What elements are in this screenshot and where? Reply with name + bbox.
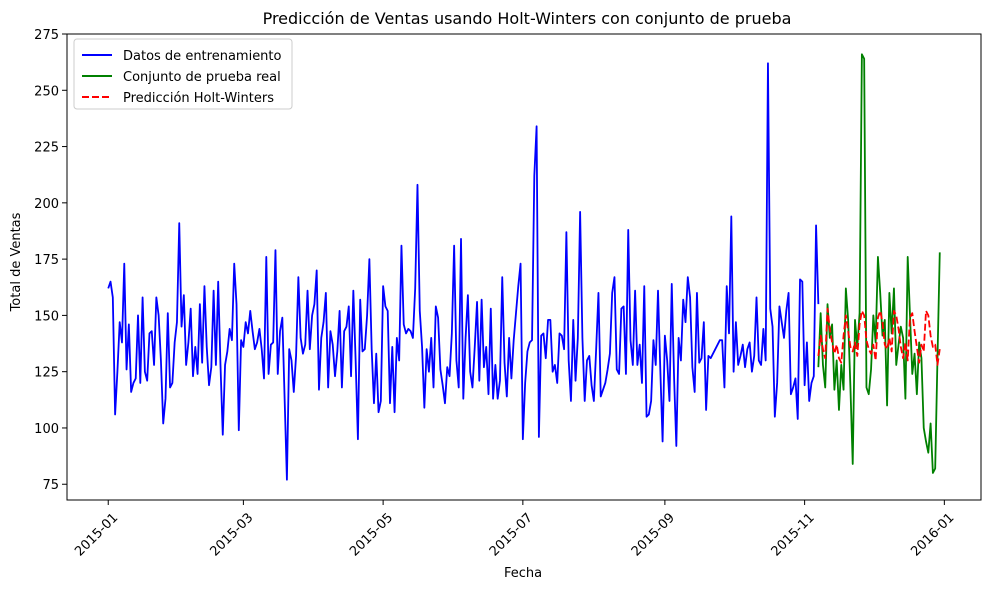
legend-box <box>73 38 293 110</box>
y-tick-label: 175 <box>34 253 59 268</box>
y-tick-label: 225 <box>34 141 59 156</box>
series-line-2 <box>817 53 941 474</box>
x-axis-label: Fecha <box>504 566 542 581</box>
y-tick-label: 150 <box>34 309 59 324</box>
plot-lines <box>107 53 941 481</box>
y-tick-label: 250 <box>34 84 59 99</box>
y-axis: 75 100 125 150 175 200 225 250 275 <box>34 28 67 493</box>
y-tick-label: 275 <box>34 28 59 43</box>
series-line-1 <box>107 62 820 481</box>
legend-label: Datos de entrenamiento <box>123 49 282 64</box>
chart-title: Predicción de Ventas usando Holt-Winters… <box>263 9 792 28</box>
legend-label: Predicción Holt-Winters <box>123 91 274 106</box>
y-tick-label: 100 <box>34 422 59 437</box>
y-axis-label: Total de Ventas <box>9 212 24 312</box>
plot-frame <box>66 33 982 501</box>
y-tick-label: 200 <box>34 197 59 212</box>
y-tick-label: 125 <box>34 366 59 381</box>
y-tick-label: 75 <box>42 478 59 493</box>
legend-label: Conjunto de prueba real <box>123 70 281 85</box>
legend: Datos de entrenamiento Conjunto de prueba… <box>73 38 293 110</box>
series-line-3 <box>817 307 941 366</box>
